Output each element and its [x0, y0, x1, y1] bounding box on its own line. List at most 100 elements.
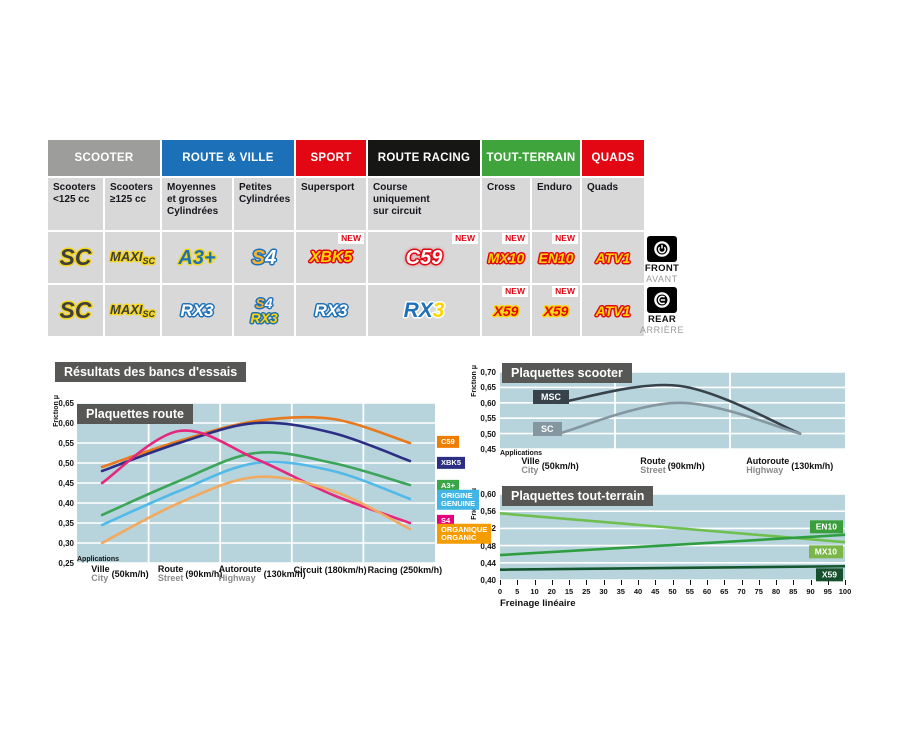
subheader-8: Quads	[582, 178, 644, 230]
logo-a3: A3+	[178, 246, 216, 269]
new-badge: NEW	[552, 233, 578, 244]
legend-line: S4	[441, 515, 451, 525]
subheader-1: Scooters ≥125 cc	[105, 178, 160, 230]
xtickmark-14	[741, 580, 743, 585]
xtick-85: 85	[789, 587, 798, 596]
xtickmark-13	[724, 580, 726, 585]
rear-axle-indicator: REAR ARRIÈRE	[639, 287, 685, 335]
xtickmark-19	[827, 580, 829, 585]
logo-c59: C59	[405, 246, 443, 269]
xtickmark-17	[793, 580, 795, 585]
rear-brake-disc-icon	[647, 287, 677, 313]
chart-title-scooter: Plaquettes scooter	[502, 363, 632, 383]
legend-origine-genuine: ORIGINE GENUINE	[437, 489, 480, 511]
x-category-names: Route Street	[640, 457, 666, 475]
xtick-95: 95	[823, 587, 832, 596]
x-category-speed: (130km/h)	[791, 461, 834, 471]
front-axle-indicator: FRONT AVANT	[639, 236, 685, 284]
logo-rx3: RX3	[314, 301, 348, 320]
series-line	[100, 460, 412, 527]
x-category-en: City	[521, 465, 539, 475]
x-category-speed: (90km/h)	[185, 569, 223, 579]
logo-rx3: RX3	[250, 310, 278, 326]
xtickmark-3	[551, 580, 553, 585]
xtickmark-4	[569, 580, 570, 585]
new-badge: NEW	[502, 286, 528, 297]
rear-label: REAR	[647, 314, 677, 325]
legend-line: ORGANIQUE	[441, 524, 488, 534]
xtick-50: 50	[668, 587, 677, 596]
xtick-65: 65	[720, 587, 729, 596]
cell-rear-1: MAXISC	[105, 285, 160, 336]
group-header-sport: SPORT	[296, 140, 366, 176]
subheader-4: Supersport	[296, 178, 366, 230]
chart-title-terrain: Plaquettes tout-terrain	[502, 486, 654, 506]
subheader-6: Cross	[482, 178, 530, 230]
xtick-15: 15	[564, 587, 574, 596]
product-compound-table: SCOOTER ROUTE & VILLE SPORT ROUTE RACING TOU…	[48, 140, 644, 336]
legend-a3+: A3+	[437, 479, 459, 492]
series-line	[100, 415, 412, 469]
series-line	[100, 421, 412, 473]
ytick-0,65: 0,65	[58, 399, 74, 408]
new-badge: NEW	[338, 233, 364, 244]
front-brake-disc-icon	[647, 236, 677, 262]
rear-sublabel: ARRIÈRE	[639, 325, 685, 335]
xtickmark-6	[603, 580, 605, 585]
ytick-0,60: 0,60	[480, 398, 496, 408]
logo-atv1: ATV1	[595, 302, 631, 319]
xtickmark-7	[620, 580, 622, 585]
x-category-route: Route Street (90km/h)	[640, 457, 705, 475]
ytick-0,45: 0,45	[58, 479, 74, 488]
logo-sc: SC	[59, 244, 92, 270]
ytick-0,56: 0,56	[480, 507, 496, 517]
ytick-0,40: 0,40	[480, 576, 496, 585]
xtickmark-16	[776, 580, 777, 585]
new-badge: NEW	[452, 233, 478, 244]
subheader-3: Petites Cylindrées	[234, 178, 294, 230]
ytick-0,50: 0,50	[58, 459, 74, 468]
logo-maxisc: MAXISC	[109, 301, 155, 319]
xtick-90: 90	[806, 587, 815, 596]
series-line	[557, 401, 802, 435]
x-category-names: Autoroute Highway	[219, 565, 262, 583]
ytick-0,35: 0,35	[58, 519, 74, 528]
logo-s4: S4	[251, 246, 277, 269]
x-category-speed: (50km/h)	[111, 569, 149, 579]
ytick-0,55: 0,55	[58, 439, 74, 448]
xtick-80: 80	[771, 587, 781, 596]
logo-s4: S4	[255, 295, 273, 311]
cell-front-6: NEW MX10	[482, 232, 530, 283]
legend-xbk5: XBK5	[437, 456, 466, 470]
ytick-0,65: 0,65	[480, 383, 496, 393]
group-header-quads: QUADS	[582, 140, 644, 176]
xtickmark-9	[655, 580, 657, 585]
subheader-2: Moyennes et grosses Cylindrées	[162, 178, 232, 230]
cell-rear-4: RX3	[296, 285, 366, 336]
x-category-names: Route Street	[158, 565, 184, 583]
xtickmark-11	[689, 580, 691, 585]
cell-rear-2: RX3	[162, 285, 232, 336]
x-category-ville: Ville City (50km/h)	[91, 565, 148, 583]
legend-en10: EN10	[809, 520, 843, 534]
x-category-names: Ville City	[91, 565, 109, 583]
x-category-fr: Route	[157, 564, 184, 574]
subheader-7: Enduro	[532, 178, 580, 230]
new-badge: NEW	[502, 233, 528, 244]
xtick-40: 40	[633, 587, 643, 596]
group-header-scooter: SCOOTER	[48, 140, 160, 176]
legend-c59: C59	[437, 435, 459, 448]
legend-line: XBK5	[441, 457, 462, 467]
x-category-speed: (130km/h)	[263, 569, 306, 579]
ytick-0,25: 0,25	[58, 559, 74, 568]
ytick-0,50: 0,50	[480, 429, 496, 439]
xtick-35: 35	[616, 587, 625, 596]
terrain-chart-plot	[500, 494, 845, 580]
cell-front-2: A3+	[162, 232, 232, 283]
logo-xbk5: XBK5	[309, 248, 353, 266]
logo-mx10: MX10	[487, 249, 525, 266]
legend-line: GENUINE	[441, 498, 476, 508]
cell-rear-7: NEW X59	[532, 285, 580, 336]
xtickmark-10	[672, 580, 674, 585]
